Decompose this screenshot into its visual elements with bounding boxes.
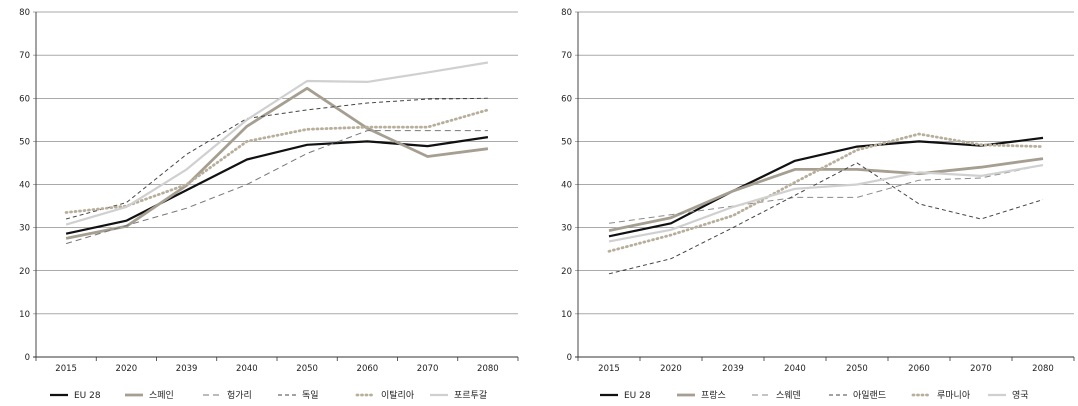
y-tick-label: 10 (19, 310, 30, 320)
y-tick-label: 10 (561, 310, 572, 320)
x-tick-label: 2060 (357, 364, 379, 374)
legend-item: EU 28 (600, 391, 651, 401)
legend-label: 루마니아 (937, 390, 971, 401)
y-tick-label: 0 (567, 353, 572, 363)
x-tick-label: 2070 (970, 364, 992, 374)
y-tick-label: 40 (561, 181, 572, 191)
x-tick-label: 2015 (598, 364, 620, 374)
y-tick-label: 40 (19, 181, 30, 191)
x-tick-label: 2020 (660, 364, 682, 374)
y-tick-label: 70 (561, 51, 572, 61)
legend-label: EU 28 (624, 391, 651, 401)
legend-item: 헝가리 (203, 390, 252, 401)
x-tick-label: 2060 (908, 364, 930, 374)
legend-item: 아일랜드 (829, 390, 886, 401)
series-line-EU 28 (608, 136, 1044, 238)
series-line-스페인 (65, 86, 489, 240)
legend-label: EU 28 (74, 391, 101, 401)
legend-item: 스페인 (125, 390, 174, 401)
chart-panel-2: 0 10 20 30 40 50 60 70 80 2015 2020 2039 2040 2050 206… (561, 8, 1075, 401)
x-tick-label: 2080 (477, 364, 499, 374)
y-tick-label: 50 (561, 137, 572, 147)
y-tick-label: 60 (19, 94, 30, 104)
chart-panel-1: 0 10 20 30 40 50 60 70 80 2015 2020 2039 2040 2050 206… (19, 8, 519, 401)
x-tick-label: 2050 (296, 364, 318, 374)
x-tick-label: 2015 (55, 364, 77, 374)
legend-item: 스웨덴 (752, 389, 801, 401)
series-line-이탈리아 (64, 108, 490, 214)
x-tick-label: 2070 (417, 364, 439, 374)
x-tick-label: 2050 (846, 364, 868, 374)
legend-item: 독일 (278, 390, 319, 401)
legend-item: 영국 (988, 390, 1029, 401)
legend-label: 이탈리아 (381, 390, 415, 401)
legend-label: 스페인 (149, 390, 174, 401)
y-tick-label: 30 (561, 224, 572, 234)
series-line-아일랜드 (608, 162, 1044, 275)
series-line-독일 (65, 97, 488, 220)
legend-label: 포르투갈 (454, 390, 487, 401)
y-tick-label: 70 (19, 51, 30, 61)
x-tick-label: 2040 (784, 364, 806, 374)
legend-item: 루마니아 (911, 390, 971, 401)
y-tick-label: 20 (19, 267, 30, 277)
legend-item: 이탈리아 (355, 390, 415, 401)
y-tick-label: 80 (561, 8, 572, 18)
series-line-프랑스 (608, 157, 1044, 232)
x-tick-label: 2020 (116, 364, 138, 374)
legend-label: 아일랜드 (853, 390, 886, 401)
series-line-포르투갈 (65, 61, 489, 226)
legend-item: 포르투갈 (430, 390, 487, 401)
series-line-헝가리 (65, 130, 488, 245)
series-line-스웨덴 (608, 164, 1044, 224)
legend-item: 프랑스 (677, 389, 726, 401)
y-tick-label: 0 (25, 353, 30, 363)
legend-label: 헝가리 (227, 390, 252, 401)
y-tick-label: 80 (19, 8, 30, 18)
legend-label: 독일 (302, 390, 319, 401)
y-tick-label: 30 (19, 224, 30, 234)
legend-label: 스웨덴 (776, 389, 801, 401)
x-tick-label: 2040 (236, 364, 258, 374)
y-tick-label: 60 (561, 94, 572, 104)
y-tick-label: 50 (19, 137, 30, 147)
series-line-루마니아 (607, 132, 1045, 253)
legend-label: 영국 (1012, 390, 1029, 401)
legend-label: 프랑스 (701, 389, 726, 401)
legend-item: EU 28 (50, 391, 101, 401)
x-tick-label: 2039 (722, 364, 744, 374)
series-line-EU 28 (65, 136, 489, 235)
series-line-영국 (608, 164, 1044, 243)
y-tick-label: 20 (561, 267, 572, 277)
x-tick-label: 2039 (176, 364, 198, 374)
x-tick-label: 2080 (1032, 364, 1054, 374)
